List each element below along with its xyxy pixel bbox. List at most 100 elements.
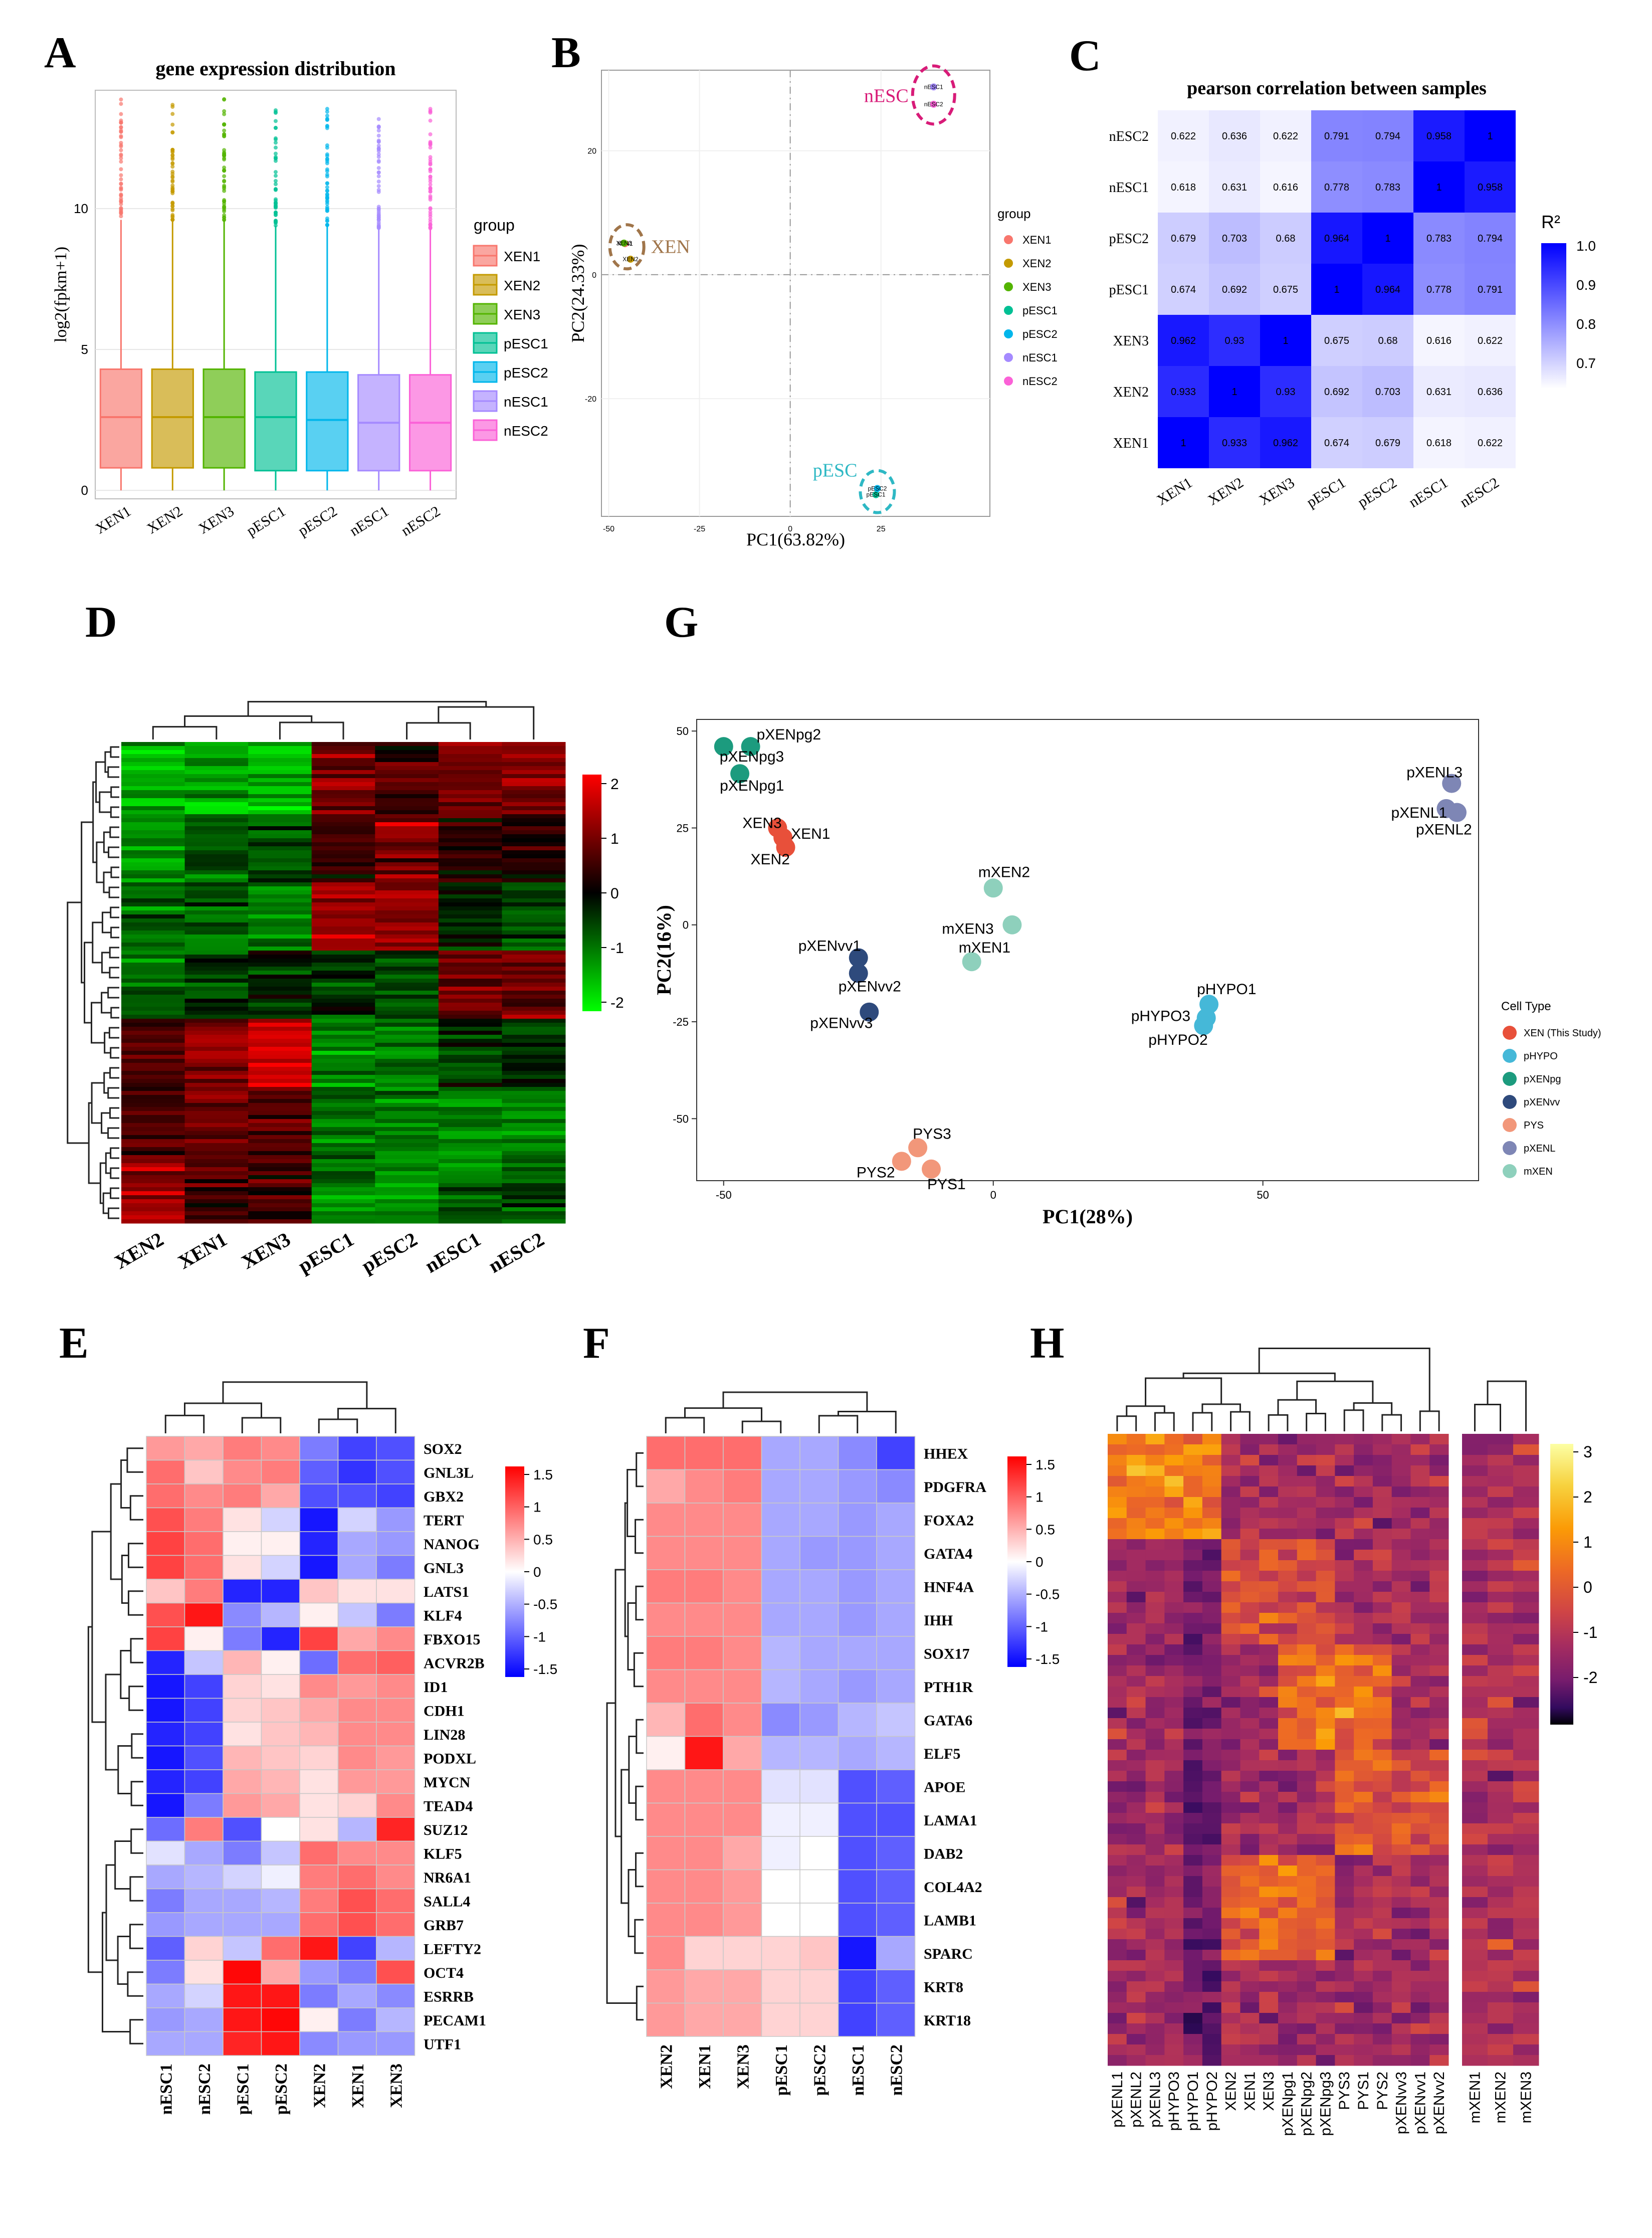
- heatmap-cell: [311, 959, 375, 963]
- heatmap-cell: [1278, 1950, 1298, 1961]
- colorbar-tick-label: 1: [533, 1500, 541, 1515]
- heatmap-cell: [1259, 1813, 1279, 1824]
- heatmap-cell: [311, 758, 375, 763]
- heatmap-cell: [337, 1888, 377, 1913]
- heatmap-cell: [1278, 2023, 1298, 2034]
- heatmap-cell: [121, 1083, 185, 1087]
- heatmap-cell: [1335, 2002, 1354, 2013]
- heatmap-cell: [1297, 1876, 1317, 1887]
- heatmap-cell: [1335, 1550, 1354, 1561]
- heatmap-cell: [438, 1211, 502, 1216]
- x-tick-label: nESC2: [398, 503, 444, 539]
- cell-value-label: 0.674: [1324, 438, 1349, 449]
- heatmap-cell: [248, 746, 312, 751]
- heatmap-cell: [1164, 1887, 1184, 1898]
- heatmap-cell: [1391, 1897, 1411, 1908]
- heatmap-cell: [646, 1869, 686, 1904]
- heatmap-cell: [1429, 1887, 1449, 1898]
- heatmap-cell: [438, 963, 502, 967]
- heatmap-cell: [1108, 1687, 1127, 1698]
- dendrogram-branch: [127, 1543, 143, 1568]
- heatmap-cell: [1410, 1434, 1430, 1445]
- heatmap-cell: [121, 1111, 185, 1115]
- heatmap-cell: [723, 1969, 762, 2004]
- heatmap-cell: [1164, 1613, 1184, 1624]
- heatmap-cell: [1202, 1676, 1222, 1687]
- heatmap-cell: [761, 1869, 800, 1904]
- legend-key: [1503, 1141, 1517, 1155]
- heatmap-cell: [146, 1745, 185, 1770]
- heatmap-cell: [1372, 1992, 1392, 2003]
- heatmap-cell: [438, 1019, 502, 1023]
- dendrogram-branch: [109, 1067, 119, 1079]
- heatmap-cell: [248, 826, 312, 831]
- heatmap-cell: [337, 1507, 377, 1532]
- heatmap-cell: [876, 1703, 916, 1737]
- heatmap-cell: [1202, 1560, 1222, 1571]
- x-tick-label: pESC1: [244, 503, 289, 539]
- heatmap-cell: [1462, 1623, 1488, 1634]
- heatmap-cell: [1145, 1571, 1165, 1582]
- heatmap-cell: [1513, 1960, 1539, 1971]
- heatmap-cell: [121, 943, 185, 947]
- dendrogram-branch: [104, 1032, 111, 1054]
- heatmap-cell: [799, 1703, 839, 1737]
- heatmap-cell: [1221, 1929, 1241, 1940]
- legend-key: [1503, 1026, 1517, 1040]
- heatmap-cell: [1311, 417, 1362, 468]
- heatmap-cell: [223, 2007, 262, 2032]
- colorbar: [1550, 1444, 1573, 1725]
- heatmap-cell: [1126, 2055, 1146, 2066]
- col-label: pESC2: [358, 1228, 421, 1277]
- heatmap-cell: [1513, 2023, 1539, 2034]
- heatmap-cell: [121, 754, 185, 759]
- heatmap-cell: [723, 1802, 762, 1837]
- box-xen3: [202, 368, 246, 469]
- heatmap-cell: [1221, 1655, 1241, 1666]
- heatmap-cell: [248, 910, 312, 915]
- heatmap-cell: [1372, 1781, 1392, 1792]
- cluster-annotation: XEN: [651, 236, 690, 257]
- heatmap-cell: [1391, 1750, 1411, 1761]
- heatmap-cell: [1164, 1634, 1184, 1645]
- heatmap-cell: [223, 1483, 262, 1509]
- heatmap-cell: [1202, 1929, 1222, 1940]
- heatmap-cell: [375, 782, 439, 787]
- heatmap-cell: [375, 746, 439, 751]
- heatmap-cell: [1462, 1908, 1488, 1919]
- heatmap-cell: [375, 963, 439, 967]
- heatmap-cell: [121, 1095, 185, 1099]
- heatmap-cell: [1462, 1760, 1488, 1771]
- heatmap-cell: [1335, 1613, 1354, 1624]
- heatmap-cell: [375, 951, 439, 955]
- heatmap-cell: [248, 1059, 312, 1063]
- heatmap-cell: [1410, 1918, 1430, 1929]
- heatmap-cell: [1126, 2013, 1146, 2024]
- dendrogram-branch: [152, 726, 218, 739]
- heatmap-cell: [1259, 1729, 1279, 1740]
- heatmap-cell: [1488, 1518, 1514, 1529]
- outlier-point: [274, 126, 278, 130]
- heatmap-cell: [1372, 1665, 1392, 1676]
- heatmap-cell: [1513, 1518, 1539, 1529]
- heatmap-cell: [1145, 1897, 1165, 1908]
- heatmap-cell: [502, 802, 566, 807]
- heatmap-cell: [1335, 1465, 1354, 1476]
- heatmap-cell: [1108, 1781, 1127, 1792]
- heatmap-cell: [121, 814, 185, 819]
- heatmap-cell: [184, 862, 249, 867]
- heatmap-cell: [1145, 1665, 1165, 1676]
- heatmap-cell: [438, 858, 502, 863]
- heatmap-cell: [248, 842, 312, 847]
- outlier-point: [274, 201, 278, 205]
- pca-point-label: pHYPO2: [1148, 1032, 1207, 1048]
- heatmap-cell: [1164, 1739, 1184, 1750]
- y-axis-label: PC2(24.33%): [568, 244, 588, 343]
- heatmap-cell: [1372, 1623, 1392, 1634]
- heatmap-cell: [248, 935, 312, 939]
- heatmap-cell: [1413, 213, 1465, 264]
- heatmap-cell: [502, 1099, 566, 1103]
- heatmap-cell: [1391, 2044, 1411, 2056]
- heatmap-cell: [684, 1569, 724, 1604]
- dendrogram-branch: [1306, 1412, 1326, 1431]
